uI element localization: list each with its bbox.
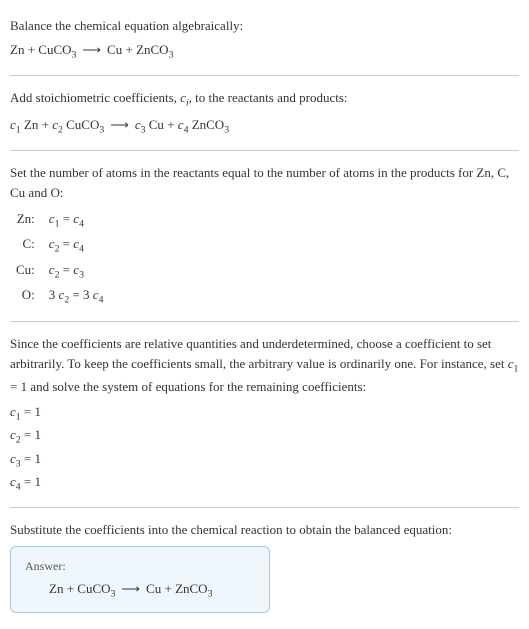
coefficient-line: c2 = 1 (10, 425, 519, 448)
answer-equation: Zn + CuCO3⟶Cu + ZnCO3 (25, 579, 255, 602)
final-section: Substitute the coefficients into the che… (10, 512, 519, 621)
intro-equation: Zn + CuCO3⟶Cu + ZnCO3 (10, 40, 519, 63)
species-cuco3: CuCO3 (77, 581, 115, 596)
element-label: C: (10, 233, 43, 258)
species-cu: Cu (146, 581, 161, 596)
stoich-text: Add stoichiometric coefficients, ci, to … (10, 88, 519, 111)
element-label: Zn: (10, 208, 43, 233)
species-zn: Zn (49, 581, 63, 596)
plus: + (63, 581, 77, 596)
final-text: Substitute the coefficients into the che… (10, 520, 519, 540)
stoich-section: Add stoichiometric coefficients, ci, to … (10, 80, 519, 146)
element-label: Cu: (10, 259, 43, 284)
table-row: Cu:c2 = c3 (10, 259, 109, 284)
divider (10, 507, 519, 508)
table-row: O:3 c2 = 3 c4 (10, 284, 109, 309)
balance-equation: c2 = c3 (43, 259, 110, 284)
coefficient-results: c1 = 1c2 = 1c3 = 1c4 = 1 (10, 402, 519, 495)
species-cu: Cu (107, 42, 122, 57)
atom-balance-table: Zn:c1 = c4C:c2 = c4Cu:c2 = c3O:3 c2 = 3 … (10, 208, 109, 309)
atoms-section: Set the number of atoms in the reactants… (10, 155, 519, 317)
coefficient-line: c3 = 1 (10, 449, 519, 472)
species-znco3: ZnCO3 (175, 581, 212, 596)
species-cuco3: CuCO3 (38, 42, 76, 57)
divider (10, 150, 519, 151)
balance-equation: c1 = c4 (43, 208, 110, 233)
solve-section: Since the coefficients are relative quan… (10, 326, 519, 503)
species-znco3: ZnCO3 (136, 42, 173, 57)
arrow-icon: ⟶ (115, 581, 146, 596)
intro-section: Balance the chemical equation algebraica… (10, 8, 519, 71)
coefficient-line: c4 = 1 (10, 472, 519, 495)
stoich-equation: c1 Zn + c2 CuCO3⟶c3 Cu + c4 ZnCO3 (10, 115, 519, 138)
plus: + (122, 42, 136, 57)
plus: + (161, 581, 175, 596)
table-row: C:c2 = c4 (10, 233, 109, 258)
intro-text: Balance the chemical equation algebraica… (10, 16, 519, 36)
element-label: O: (10, 284, 43, 309)
divider (10, 321, 519, 322)
arrow-icon: ⟶ (76, 42, 107, 57)
species-zn: Zn (10, 42, 24, 57)
arrow-icon: ⟶ (104, 117, 135, 132)
coefficient-line: c1 = 1 (10, 402, 519, 425)
atoms-text: Set the number of atoms in the reactants… (10, 163, 519, 202)
divider (10, 75, 519, 76)
answer-box: Answer: Zn + CuCO3⟶Cu + ZnCO3 (10, 546, 270, 613)
table-row: Zn:c1 = c4 (10, 208, 109, 233)
balance-equation: 3 c2 = 3 c4 (43, 284, 110, 309)
balance-equation: c2 = c4 (43, 233, 110, 258)
plus: + (24, 42, 38, 57)
answer-label: Answer: (25, 557, 255, 575)
solve-text: Since the coefficients are relative quan… (10, 334, 519, 396)
